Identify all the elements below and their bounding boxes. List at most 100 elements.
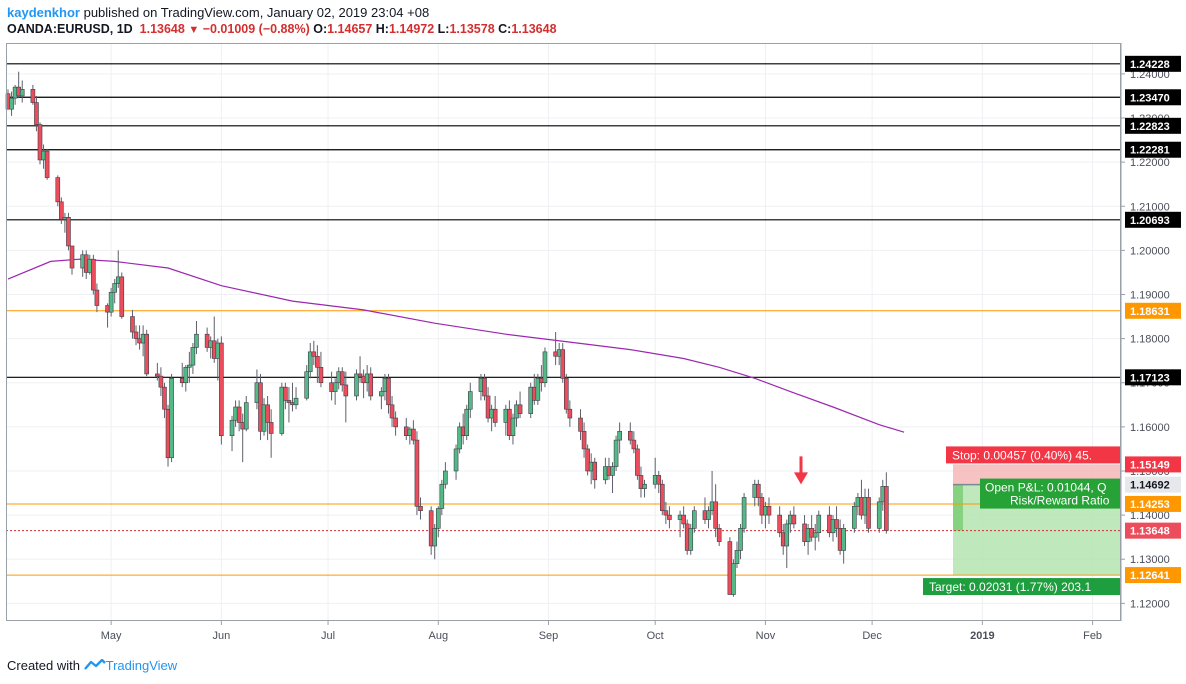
publish-text: published on TradingView.com, January 02… [79, 5, 430, 20]
candle-body [44, 150, 50, 178]
level-price-label: 1.12641 [1130, 570, 1170, 582]
level-price-label: 1.23470 [1130, 92, 1170, 104]
level-price-label: 1.22823 [1130, 121, 1170, 133]
tag-price-label: 1.14692 [1130, 480, 1170, 492]
candle-body [34, 102, 39, 125]
candle-body [542, 351, 548, 384]
y-tick-label: 1.16000 [1130, 422, 1170, 434]
candle-body [432, 528, 438, 547]
candle-body [158, 375, 164, 388]
candle-body [393, 417, 398, 428]
candle-body [841, 528, 846, 551]
candle-body [667, 514, 672, 520]
candle-body [112, 283, 117, 293]
candle-body [777, 514, 782, 534]
candle-body [94, 289, 100, 306]
y-tick-label: 1.12000 [1130, 598, 1170, 610]
candle-body [482, 378, 487, 397]
footer: Created with TradingView [7, 658, 177, 673]
level-price-label-bg [1125, 567, 1181, 584]
candle-body [315, 355, 320, 368]
candle-body [812, 532, 818, 538]
down-arrow-icon [793, 472, 808, 485]
level-price-label-bg [1125, 211, 1181, 228]
level-price-label: 1.20693 [1130, 215, 1170, 227]
y-tick-label: 1.13000 [1130, 554, 1170, 566]
candle-body [386, 378, 391, 406]
candle-body [713, 501, 718, 529]
x-tick-label: Nov [756, 630, 776, 642]
candle-body [816, 514, 822, 534]
y-tick-label: 1.14000 [1130, 510, 1170, 522]
candle-body [443, 470, 448, 485]
level-price-label: 1.14253 [1130, 499, 1170, 511]
level-price-label: 1.22281 [1130, 145, 1170, 157]
candle-body [692, 510, 697, 529]
last-price: 1.13648 [139, 22, 185, 36]
candle-body [467, 391, 473, 410]
candle-body [169, 378, 174, 459]
open-value: 1.14657 [327, 22, 373, 36]
candle-body [59, 201, 64, 220]
candle-body [133, 331, 139, 339]
x-tick-label: May [101, 630, 122, 642]
candle-body [311, 351, 317, 357]
candle-body [852, 505, 857, 529]
candle-body [162, 386, 167, 410]
author-link[interactable]: kaydenkhor [7, 5, 80, 20]
y-tick-label: 1.22000 [1130, 157, 1170, 169]
candle-body [681, 514, 686, 525]
tag-price-label: 1.13648 [1130, 526, 1170, 538]
candle-body [688, 528, 694, 551]
candle-body [663, 510, 669, 516]
candle-body [866, 497, 871, 529]
candle-body [485, 395, 491, 419]
level-price-label: 1.24228 [1130, 59, 1170, 71]
x-tick-label: 2019 [970, 630, 994, 642]
candle-body [236, 406, 242, 423]
target-label-text: Target: 0.02031 (1.77%) 203.1 [929, 580, 1091, 594]
pnl-label-box [980, 478, 1121, 509]
y-tick-label: 1.21000 [1130, 201, 1170, 213]
x-tick-label: Aug [428, 630, 448, 642]
candle-body [656, 475, 662, 485]
created-with-text: Created with [7, 658, 80, 673]
candle-body [187, 364, 192, 368]
candle-body [457, 426, 462, 450]
candle-body [660, 483, 665, 511]
candle-body [286, 400, 292, 403]
candle-body [265, 404, 270, 423]
level-price-label-bg [1125, 369, 1181, 386]
candle-body [318, 366, 324, 384]
candle-body [581, 430, 587, 450]
candle-body [283, 386, 288, 401]
candle-body [734, 550, 740, 564]
candle-body [144, 333, 149, 375]
candle-body [638, 475, 644, 489]
candle-body [834, 519, 839, 529]
candle-body [379, 391, 384, 397]
level-price-label-bg [1125, 89, 1181, 106]
candle-body [731, 563, 736, 595]
level-price-label-bg [1125, 117, 1181, 134]
tradingview-link[interactable]: TradingView [105, 658, 178, 673]
candle-body [510, 417, 516, 436]
candle-body [19, 89, 25, 97]
symbol-label: OANDA:EURUSD, 1D [7, 22, 133, 36]
candle-body [389, 404, 395, 419]
close-label: C: [498, 22, 512, 36]
x-tick-label: Sep [539, 630, 559, 642]
level-price-label-bg [1125, 55, 1181, 72]
candle-body [130, 316, 135, 333]
tradingview-logo-icon [83, 658, 106, 670]
level-price-label-bg [1125, 495, 1181, 512]
candle-body [884, 486, 889, 531]
open-pnl-zone [953, 484, 963, 531]
candle-body [91, 258, 96, 291]
close-value: 1.13648 [511, 22, 557, 36]
candle-body [69, 245, 75, 269]
x-tick-label: Dec [862, 630, 882, 642]
candle-body [560, 349, 566, 379]
candle-body [766, 505, 772, 516]
